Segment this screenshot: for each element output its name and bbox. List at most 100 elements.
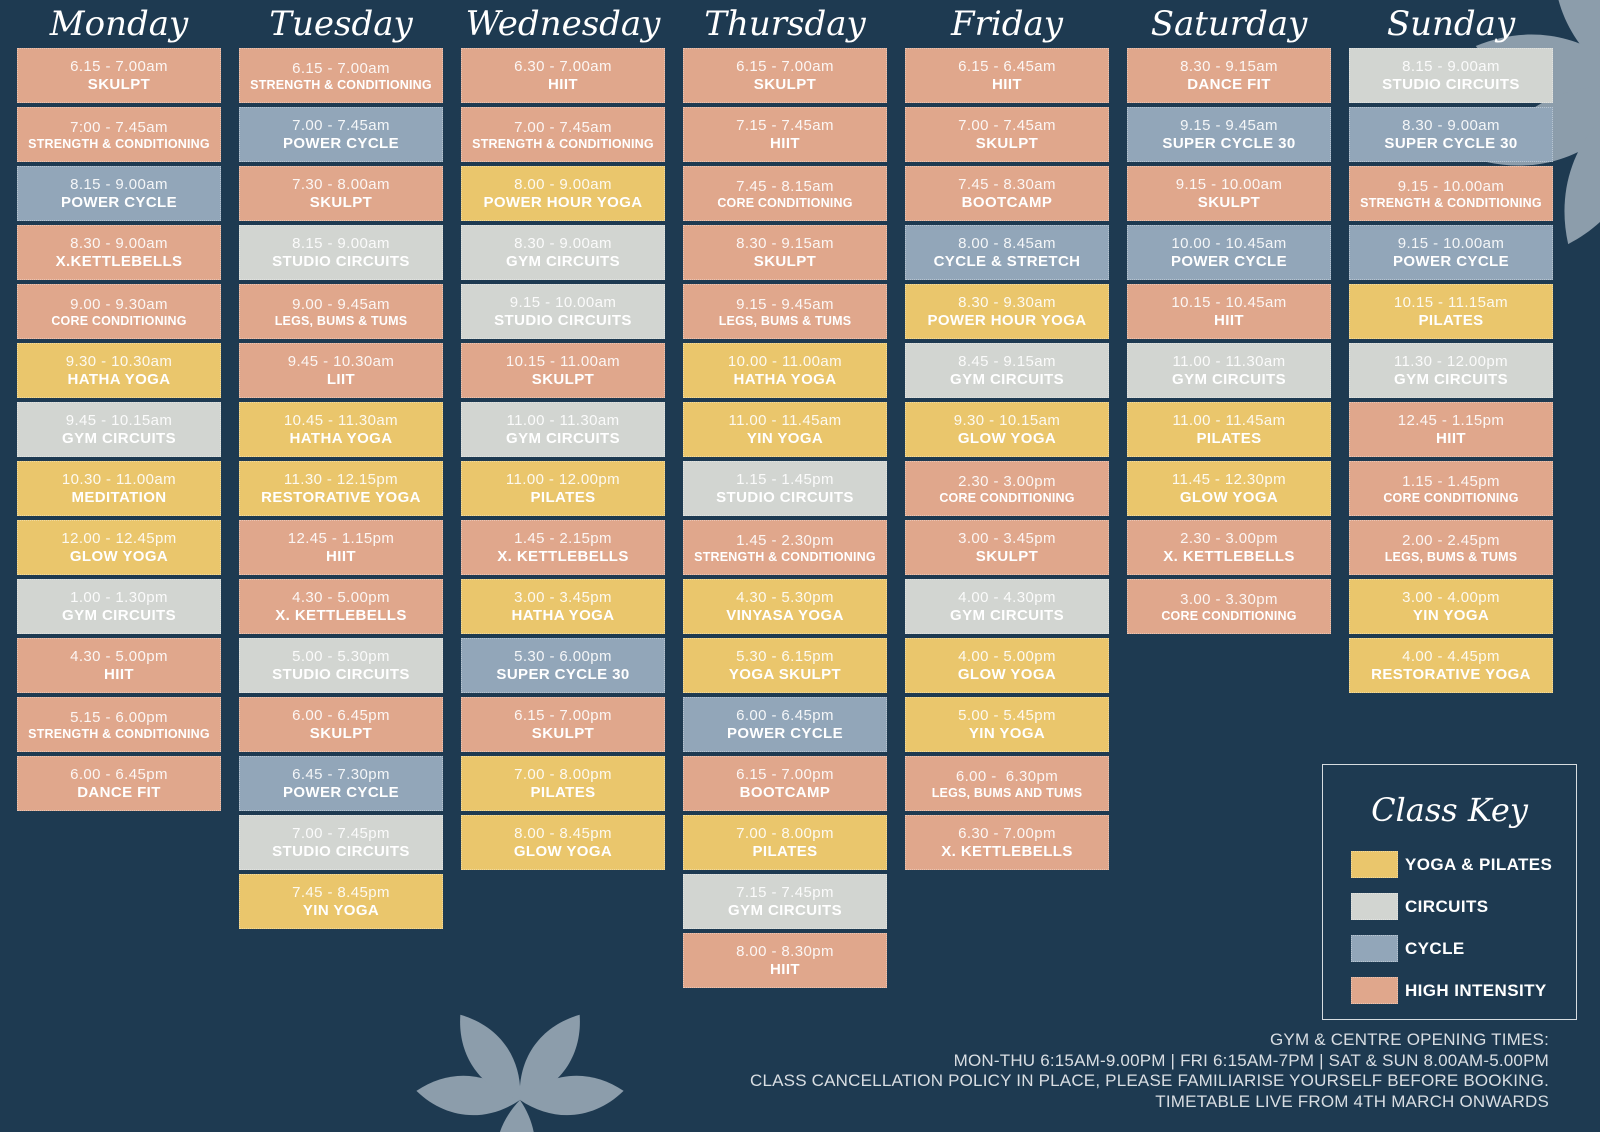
class-block: 4.30 - 5.30pm VINYASA YOGA: [683, 579, 887, 634]
class-block: 8.15 - 9.00am STUDIO CIRCUITS: [239, 225, 443, 280]
class-name: STRENGTH & CONDITIONING: [694, 549, 876, 564]
class-block: 6.15 - 6.45am HIIT: [905, 48, 1109, 103]
class-time: 7.00 - 7.45am: [514, 118, 612, 136]
day-header: Friday: [951, 4, 1063, 44]
class-time: 5.30 - 6.15pm: [736, 648, 834, 665]
class-name: HATHA YOGA: [733, 371, 837, 388]
class-key-title: Class Key: [1371, 791, 1528, 829]
class-block: 8.00 - 8.45pm GLOW YOGA: [461, 815, 665, 870]
class-block: 1.45 - 2.15pm X. KETTLEBELLS: [461, 520, 665, 575]
class-block: 4.30 - 5.00pm X. KETTLEBELLS: [239, 579, 443, 634]
class-time: 6.45 - 7.30pm: [292, 766, 390, 783]
class-name: CYCLE & STRETCH: [933, 253, 1081, 270]
class-block: 6.15 - 7.00am STRENGTH & CONDITIONING: [239, 48, 443, 103]
class-name: SKULPT: [975, 548, 1039, 565]
day-header: Saturday: [1150, 4, 1308, 44]
class-name: CORE CONDITIONING: [717, 195, 853, 210]
class-block: 9.15 - 10.00am SKULPT: [1127, 166, 1331, 221]
key-label: HIGH INTENSITY: [1405, 980, 1547, 1000]
class-time: 3.00 - 3.45pm: [958, 530, 1056, 547]
class-time: 11.00 - 12.00pm: [505, 471, 621, 488]
class-name: POWER HOUR YOGA: [483, 194, 643, 211]
class-name: STUDIO CIRCUITS: [494, 312, 632, 329]
class-block: 10.00 - 10.45am POWER CYCLE: [1127, 225, 1331, 280]
footer-line: GYM & CENTRE OPENING TIMES:: [1269, 1030, 1549, 1049]
class-time: 4.00 - 4.45pm: [1402, 648, 1500, 665]
class-time: 7.15 - 7.45pm: [736, 884, 834, 901]
class-block: 5.00 - 5.30pm STUDIO CIRCUITS: [239, 638, 443, 693]
class-block: 12.45 - 1.15pm HIIT: [239, 520, 443, 575]
class-time: 10.45 - 11.30am: [283, 412, 399, 429]
class-time: 4.30 - 5.00pm: [70, 648, 168, 665]
class-block: 9.00 - 9.30am CORE CONDITIONING: [17, 284, 221, 339]
class-block: 8.00 - 8.45am CYCLE & STRETCH: [905, 225, 1109, 280]
class-name: POWER HOUR YOGA: [927, 312, 1087, 329]
class-name: X. KETTLEBELLS: [275, 607, 407, 624]
class-block: 3.00 - 3.30pm CORE CONDITIONING: [1127, 579, 1331, 634]
class-name: SUPER CYCLE 30: [1162, 135, 1296, 152]
day-column-tuesday: Tuesday 6.15 - 7.00am STRENGTH & CONDITI…: [239, 6, 443, 929]
class-name: HIIT: [326, 548, 356, 565]
class-block: 9.15 - 10.00am POWER CYCLE: [1349, 225, 1553, 280]
class-name: SKULPT: [753, 76, 817, 93]
class-time: 1.00 - 1.30pm: [70, 589, 168, 606]
class-name: X. KETTLEBELLS: [497, 548, 629, 565]
class-name: STRENGTH & CONDITIONING: [28, 136, 210, 151]
class-name: HIIT: [770, 135, 800, 152]
class-name: DANCE FIT: [1187, 76, 1271, 93]
class-time: 9.15 - 10.00am: [509, 294, 617, 311]
class-time: 2.30 - 3.00pm: [1180, 530, 1278, 547]
class-name: SKULPT: [975, 135, 1039, 152]
class-time: 9.15 - 9.45am: [1180, 117, 1278, 134]
day-class-list: 6.15 - 6.45am HIIT 7.00 - 7.45am SKULPT …: [905, 48, 1109, 870]
class-time: 7:00 - 7.45am: [70, 118, 168, 136]
class-name: STUDIO CIRCUITS: [1382, 76, 1520, 93]
class-name: PILATES: [530, 489, 596, 506]
class-name: SUPER CYCLE 30: [496, 666, 630, 683]
class-name: POWER CYCLE: [60, 194, 178, 211]
class-name: RESTORATIVE YOGA: [261, 489, 421, 506]
class-block: 11.00 - 11.45am PILATES: [1127, 402, 1331, 457]
class-name: HATHA YOGA: [511, 607, 615, 624]
class-time: 8.30 - 9.00am: [1402, 117, 1500, 134]
key-swatch: [1351, 893, 1398, 920]
class-name: X.KETTLEBELLS: [55, 253, 183, 270]
class-name: GLOW YOGA: [957, 430, 1057, 447]
class-time: 7.00 - 8.00pm: [736, 825, 834, 842]
class-time: 5.00 - 5.30pm: [292, 648, 390, 665]
class-block: 7:00 - 7.45am STRENGTH & CONDITIONING: [17, 107, 221, 162]
class-time: 2.00 - 2.45pm: [1402, 531, 1500, 549]
class-block: 4.00 - 5.00pm GLOW YOGA: [905, 638, 1109, 693]
key-label: CIRCUITS: [1405, 896, 1489, 916]
class-block: 4.00 - 4.45pm RESTORATIVE YOGA: [1349, 638, 1553, 693]
class-block: 8.30 - 9.00am X.KETTLEBELLS: [17, 225, 221, 280]
class-name: LEGS, BUMS & TUMS: [1384, 549, 1518, 564]
class-time: 4.00 - 4.30pm: [958, 589, 1056, 606]
class-time: 6.00 - 6.45pm: [70, 766, 168, 783]
class-time: 1.15 - 1.45pm: [1402, 472, 1500, 490]
class-block: 10.00 - 11.00am HATHA YOGA: [683, 343, 887, 398]
class-block: 6.15 - 7.00am SKULPT: [683, 48, 887, 103]
class-time: 10.15 - 10.45am: [1171, 294, 1287, 311]
class-time: 6.15 - 7.00am: [70, 58, 168, 75]
key-swatch: [1351, 935, 1398, 962]
class-time: 9.45 - 10.30am: [287, 353, 395, 370]
class-time: 5.00 - 5.45pm: [958, 707, 1056, 724]
class-block: 8.30 - 9.15am DANCE FIT: [1127, 48, 1331, 103]
class-name: SKULPT: [1197, 194, 1261, 211]
class-block: 1.15 - 1.45pm CORE CONDITIONING: [1349, 461, 1553, 516]
class-block: 7.00 - 7.45am POWER CYCLE: [239, 107, 443, 162]
class-block: 12.00 - 12.45pm GLOW YOGA: [17, 520, 221, 575]
class-time: 9.15 - 10.00am: [1397, 177, 1505, 195]
class-key-item: CIRCUITS: [1351, 893, 1576, 920]
class-time: 7.15 - 7.45am: [736, 117, 834, 134]
class-time: 8.30 - 9.15am: [1180, 58, 1278, 75]
class-time: 10.15 - 11.15am: [1393, 294, 1509, 311]
class-block: 5.15 - 6.00pm STRENGTH & CONDITIONING: [17, 697, 221, 752]
class-time: 11.30 - 12.00pm: [1393, 353, 1509, 370]
class-time: 8.15 - 9.00am: [292, 235, 390, 252]
class-block: 11.45 - 12.30pm GLOW YOGA: [1127, 461, 1331, 516]
class-time: 4.00 - 5.00pm: [958, 648, 1056, 665]
class-block: 8.15 - 9.00am STUDIO CIRCUITS: [1349, 48, 1553, 103]
class-name: POWER CYCLE: [282, 135, 400, 152]
